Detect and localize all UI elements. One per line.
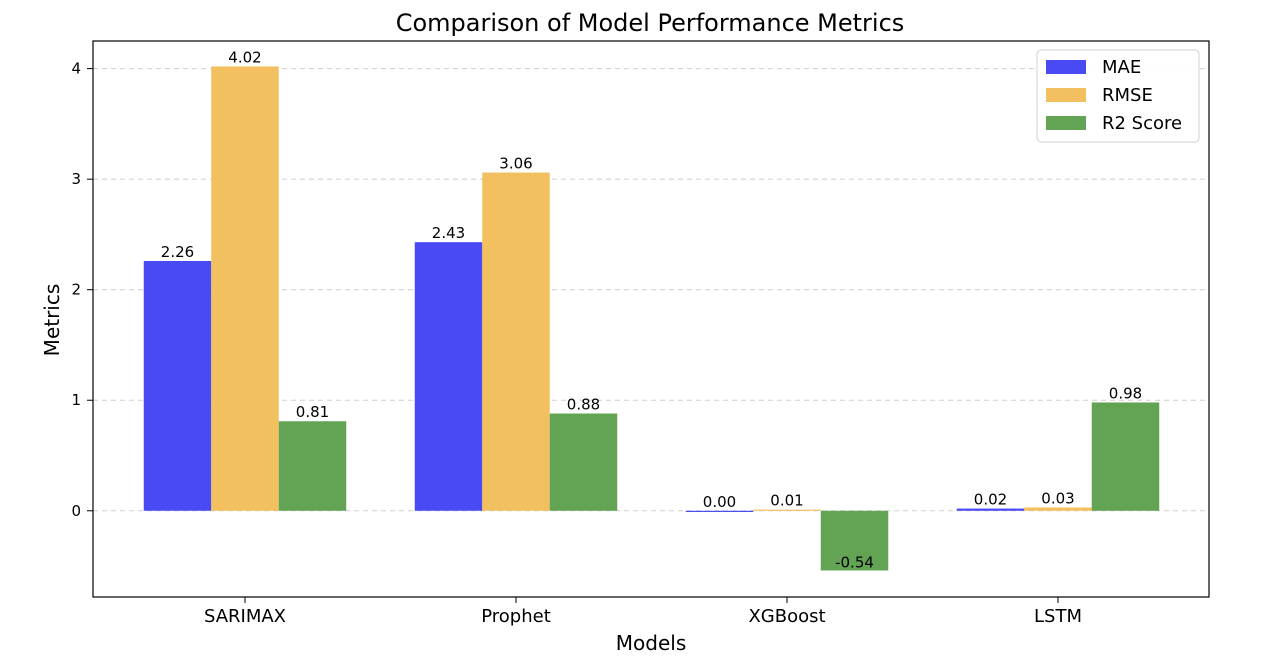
y-tick-label-2: 2 — [71, 281, 81, 299]
y-axis-label: Metrics — [40, 284, 64, 357]
bars — [143, 66, 1160, 571]
x-tick-label-1: Prophet — [481, 606, 551, 627]
legend-swatch-r2-score — [1046, 116, 1086, 130]
y-tick-label-3: 3 — [71, 170, 81, 188]
bar-r2-score-prophet — [549, 413, 618, 511]
bar-label-mae-xgboost: 0.00 — [703, 493, 736, 511]
legend-swatch-rmse — [1046, 88, 1086, 102]
legend: MAE RMSE R2 Score — [1036, 49, 1200, 143]
x-tick-label-0: SARIMAX — [204, 606, 286, 627]
bar-label-mae-prophet: 2.43 — [432, 224, 465, 242]
bar-r2-score-sarimax — [278, 421, 347, 511]
legend-swatch-mae — [1046, 60, 1086, 74]
bar-label-rmse-xgboost: 0.01 — [770, 492, 803, 510]
bar-label-r2-score-sarimax: 0.81 — [296, 403, 329, 421]
bar-mae-lstm — [956, 508, 1025, 511]
legend-label-r2-score: R2 Score — [1102, 113, 1182, 134]
bar-mae-xgboost — [685, 510, 754, 512]
y-tick-label-0: 0 — [71, 502, 81, 520]
bar-label-mae-sarimax: 2.26 — [161, 243, 194, 261]
legend-label-mae: MAE — [1102, 57, 1141, 78]
bar-label-rmse-sarimax: 4.02 — [228, 48, 261, 66]
bar-rmse-lstm — [1024, 507, 1092, 511]
bar-label-rmse-lstm: 0.03 — [1041, 489, 1074, 507]
bar-rmse-sarimax — [211, 66, 279, 511]
bar-r2-score-lstm — [1091, 402, 1160, 511]
y-tick-label-1: 1 — [71, 391, 81, 409]
bar-label-r2-score-xgboost: -0.54 — [835, 553, 874, 571]
x-tick-label-2: XGBoost — [748, 606, 825, 627]
bar-mae-sarimax — [143, 260, 212, 511]
y-tick-label-4: 4 — [71, 60, 81, 78]
bar-mae-prophet — [414, 242, 483, 511]
chart-title: Comparison of Model Performance Metrics — [396, 9, 905, 37]
plot-frame — [92, 40, 1210, 598]
x-axis-ticks: SARIMAX Prophet XGBoost LSTM — [204, 597, 1082, 627]
bar-rmse-xgboost — [753, 509, 821, 511]
bar-value-labels: 2.26 4.02 0.81 2.43 3.06 0.88 0.00 0.01 -0.54 0.0… — [161, 48, 1142, 571]
bar-label-mae-lstm: 0.02 — [974, 491, 1007, 509]
bar-label-r2-score-prophet: 0.88 — [567, 396, 600, 414]
bar-label-rmse-prophet: 3.06 — [499, 155, 532, 173]
bar-label-r2-score-lstm: 0.98 — [1109, 384, 1142, 402]
legend-label-rmse: RMSE — [1102, 85, 1153, 106]
bar-r2-score-xgboost — [820, 510, 889, 571]
y-axis-ticks: 0 1 2 3 4 — [71, 60, 93, 520]
x-axis-label: Models — [616, 631, 686, 655]
x-tick-label-3: LSTM — [1034, 606, 1082, 627]
bar-rmse-prophet — [482, 172, 550, 511]
